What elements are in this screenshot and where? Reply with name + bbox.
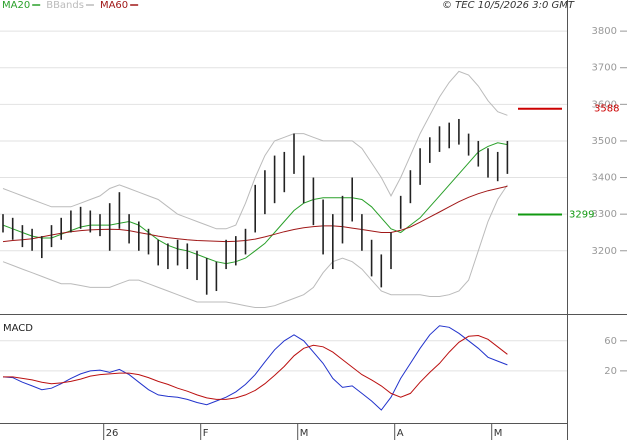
y-tick-label: 3800 xyxy=(592,26,617,37)
x-tick-label: M xyxy=(300,428,309,439)
series-line xyxy=(2,185,508,243)
source: © TEC 10/5/2026 3:0 GMT xyxy=(442,0,575,11)
legend-label: MA20 xyxy=(2,0,30,11)
y-tick-label: 20 xyxy=(604,366,617,377)
legend-label: BBands xyxy=(46,0,84,11)
y-tick-label: 3400 xyxy=(592,173,617,184)
level-label: 3588 xyxy=(594,104,619,115)
series-line xyxy=(2,142,508,265)
y-tick-label: 3300 xyxy=(592,209,617,220)
x-tick-label: 26 xyxy=(106,428,119,439)
x-tick-label: A xyxy=(397,428,404,439)
panel-title: MACD xyxy=(3,323,33,334)
y-tick-label: 3500 xyxy=(592,136,617,147)
series-line xyxy=(3,334,508,400)
level-label: 3299 xyxy=(569,210,594,221)
band-line xyxy=(2,184,508,308)
y-tick-label: 3700 xyxy=(592,63,617,74)
legend-label: MA60 xyxy=(100,0,128,11)
y-tick-label: 3600 xyxy=(592,99,617,110)
x-tick-label: F xyxy=(203,428,209,439)
y-tick-label: 3200 xyxy=(592,246,617,257)
y-tick-label: 60 xyxy=(604,336,617,347)
band-line xyxy=(2,70,508,230)
series-line xyxy=(2,325,508,411)
x-tick-label: M xyxy=(494,428,503,439)
